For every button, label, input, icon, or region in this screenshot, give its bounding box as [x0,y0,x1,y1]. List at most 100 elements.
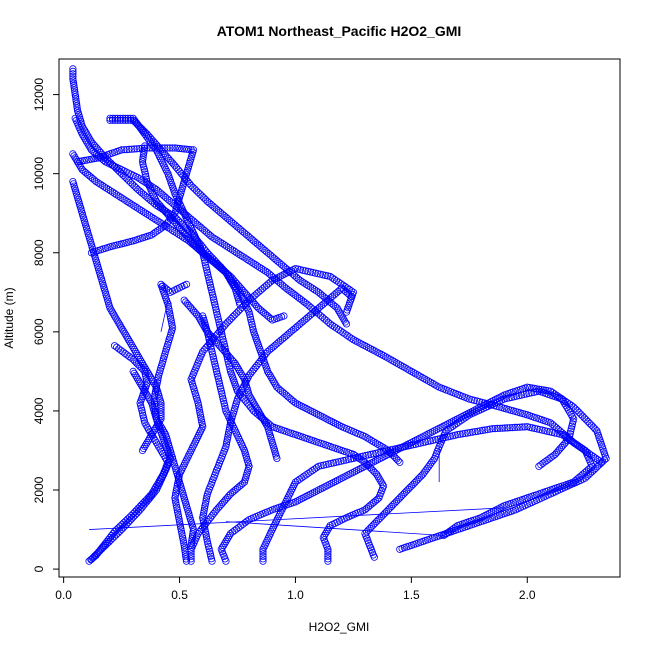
data-point [239,253,247,261]
data-point [401,442,410,451]
data-point [130,369,138,377]
data-point [69,150,77,158]
data-point [566,408,574,416]
data-point [176,218,184,226]
data-point [397,361,405,369]
data-point [483,400,491,408]
data-point [151,390,159,398]
data-point [289,397,298,405]
data-point [241,254,249,262]
data-point [224,318,232,326]
data-point [259,550,267,558]
data-point [199,511,207,519]
data-point [548,428,556,436]
data-point [578,412,587,420]
data-point [212,365,220,373]
data-point [176,522,185,531]
data-point [109,188,117,196]
data-point [213,370,221,378]
data-point [187,541,195,550]
data-points [69,65,610,565]
data-point [324,525,332,534]
data-point [324,272,332,280]
data-point [226,276,235,284]
data-point [493,402,501,410]
data-point [374,449,382,457]
data-point [157,406,165,414]
data-point [312,464,321,472]
data-point [238,371,246,379]
data-point [202,261,210,269]
data-point [568,422,576,430]
data-point [171,496,179,504]
data-point [324,552,332,561]
data-point [525,383,534,392]
data-point [226,367,235,375]
data-point [137,401,145,410]
data-point [129,344,137,352]
data-point [187,555,195,563]
data-point [124,116,132,124]
data-point [135,205,143,213]
data-point [329,459,338,467]
data-point [264,280,272,288]
data-point [528,424,536,432]
data-point [376,476,384,484]
data-point [131,347,140,356]
data-point [251,260,259,269]
data-point [210,357,218,366]
data-point [222,537,230,546]
plot-frame [58,58,621,578]
data-point [191,185,199,193]
data-point [406,441,415,449]
data-point [166,144,174,152]
data-point [341,318,349,326]
data-point [138,446,147,455]
data-point [214,237,222,245]
data-point [197,415,205,424]
data-point [196,411,204,419]
data-point [201,504,209,512]
data-point [168,321,176,330]
data-point [538,426,546,434]
data-point [382,353,390,361]
data-point [85,142,93,150]
data-point [119,116,127,124]
data-point [476,427,484,435]
data-point [154,374,162,382]
data-point [73,158,82,166]
data-point [133,145,141,153]
data-point [424,377,433,385]
data-point [127,200,135,208]
y-tick-label: 4000 [32,397,46,424]
data-point [394,444,402,452]
data-point [587,421,596,429]
data-point [461,429,469,437]
data-point [72,93,80,101]
data-point [335,308,344,316]
data-point [173,503,181,511]
data-point [204,333,213,341]
data-point [396,458,404,466]
data-point [157,412,165,421]
data-point [544,387,552,395]
data-point [202,497,210,505]
data-point [212,236,220,244]
data-point [143,438,151,447]
data-point [176,520,184,528]
data-point [280,312,288,320]
data-point [333,304,341,312]
data-point [351,452,359,460]
data-point [70,81,78,90]
data-point [202,263,210,272]
data-point [176,168,184,176]
data-point [218,333,226,341]
data-point [159,427,167,435]
data-point [235,389,243,397]
data-point [501,424,509,432]
data-point [130,145,138,153]
data-point [230,282,238,290]
data-point [414,371,422,379]
data-point [133,204,141,212]
data-point [342,320,351,328]
